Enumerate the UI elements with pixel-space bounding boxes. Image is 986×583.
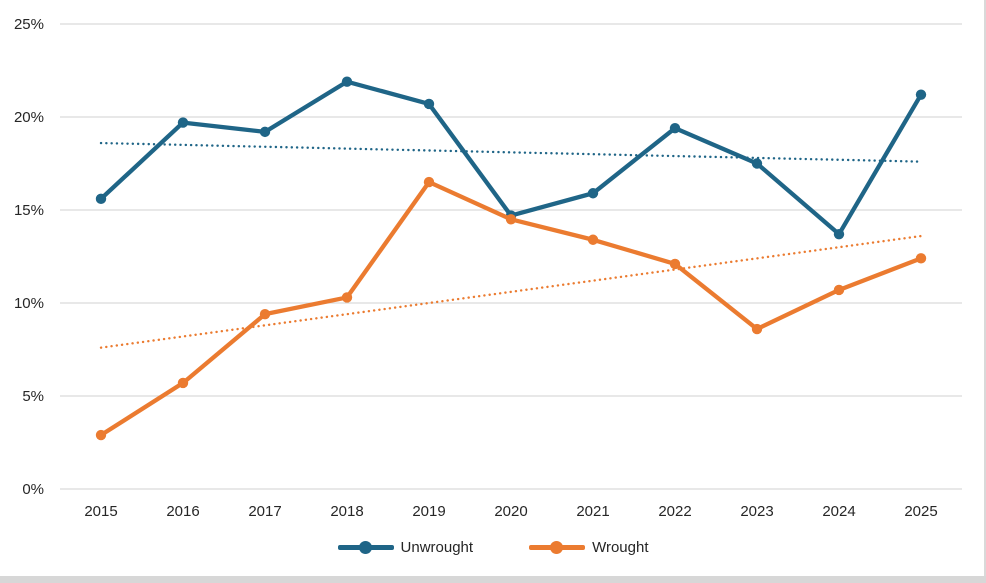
data-point-wrought-2022 (669, 258, 681, 270)
x-axis-tick-label: 2018 (330, 503, 363, 520)
unwrought-dot-icon (358, 541, 372, 554)
data-point-wrought-2025 (915, 253, 927, 264)
y-axis-tick-label: 25% (14, 16, 44, 33)
data-point-wrought-2017 (259, 308, 271, 320)
data-point-wrought-2023 (751, 323, 763, 335)
data-point-wrought-2018 (341, 292, 353, 303)
data-point-unwrought-2023 (751, 158, 763, 169)
x-axis-tick-label: 2024 (822, 503, 855, 520)
x-axis-tick-label: 2019 (412, 503, 445, 520)
chart-legend: Unwrought Wrought (0, 540, 986, 555)
wrought-dot-icon (550, 541, 564, 554)
data-point-unwrought-2025 (915, 89, 927, 100)
data-point-wrought-2019 (423, 176, 435, 188)
legend-item-unwrought: Unwrought (337, 539, 474, 556)
data-point-unwrought-2016 (177, 117, 189, 128)
legend-label-wrought: Wrought (592, 539, 649, 556)
y-axis-tick-label: 15% (14, 202, 44, 219)
trendline-wrought (99, 234, 923, 349)
data-point-unwrought-2021 (587, 188, 599, 199)
window-right-edge (984, 0, 986, 576)
trendline-unwrought (99, 141, 923, 163)
unwrought-series-marker-icon (337, 541, 394, 554)
data-point-wrought-2021 (587, 234, 599, 245)
data-point-unwrought-2024 (833, 228, 845, 240)
data-point-wrought-2016 (177, 377, 189, 389)
data-point-unwrought-2019 (423, 98, 435, 110)
x-axis-tick-label: 2025 (904, 503, 937, 520)
x-axis-tick-label: 2015 (84, 503, 117, 520)
data-point-unwrought-2017 (259, 126, 271, 138)
wrought-series-marker-icon (529, 541, 586, 554)
y-axis-tick-label: 10% (14, 295, 44, 312)
x-axis-tick-label: 2020 (494, 503, 527, 520)
data-point-unwrought-2018 (341, 76, 353, 87)
x-axis-tick-label: 2023 (740, 503, 773, 520)
x-axis-tick-label: 2021 (576, 503, 609, 520)
y-axis-tick-label: 0% (22, 481, 44, 498)
legend-label-unwrought: Unwrought (400, 539, 474, 556)
x-axis-tick-label: 2022 (658, 503, 691, 520)
x-axis-tick-label: 2016 (166, 503, 199, 520)
data-point-unwrought-2022 (669, 122, 681, 134)
data-point-wrought-2024 (833, 284, 845, 296)
data-point-wrought-2020 (505, 214, 517, 225)
data-point-wrought-2015 (95, 429, 107, 441)
legend-item-wrought: Wrought (529, 540, 648, 555)
x-axis-tick-label: 2017 (248, 503, 281, 520)
y-axis-tick-label: 5% (22, 388, 44, 405)
y-axis-tick-label: 20% (14, 109, 44, 126)
data-point-unwrought-2015 (95, 193, 107, 205)
window-bottom-edge (0, 576, 986, 583)
